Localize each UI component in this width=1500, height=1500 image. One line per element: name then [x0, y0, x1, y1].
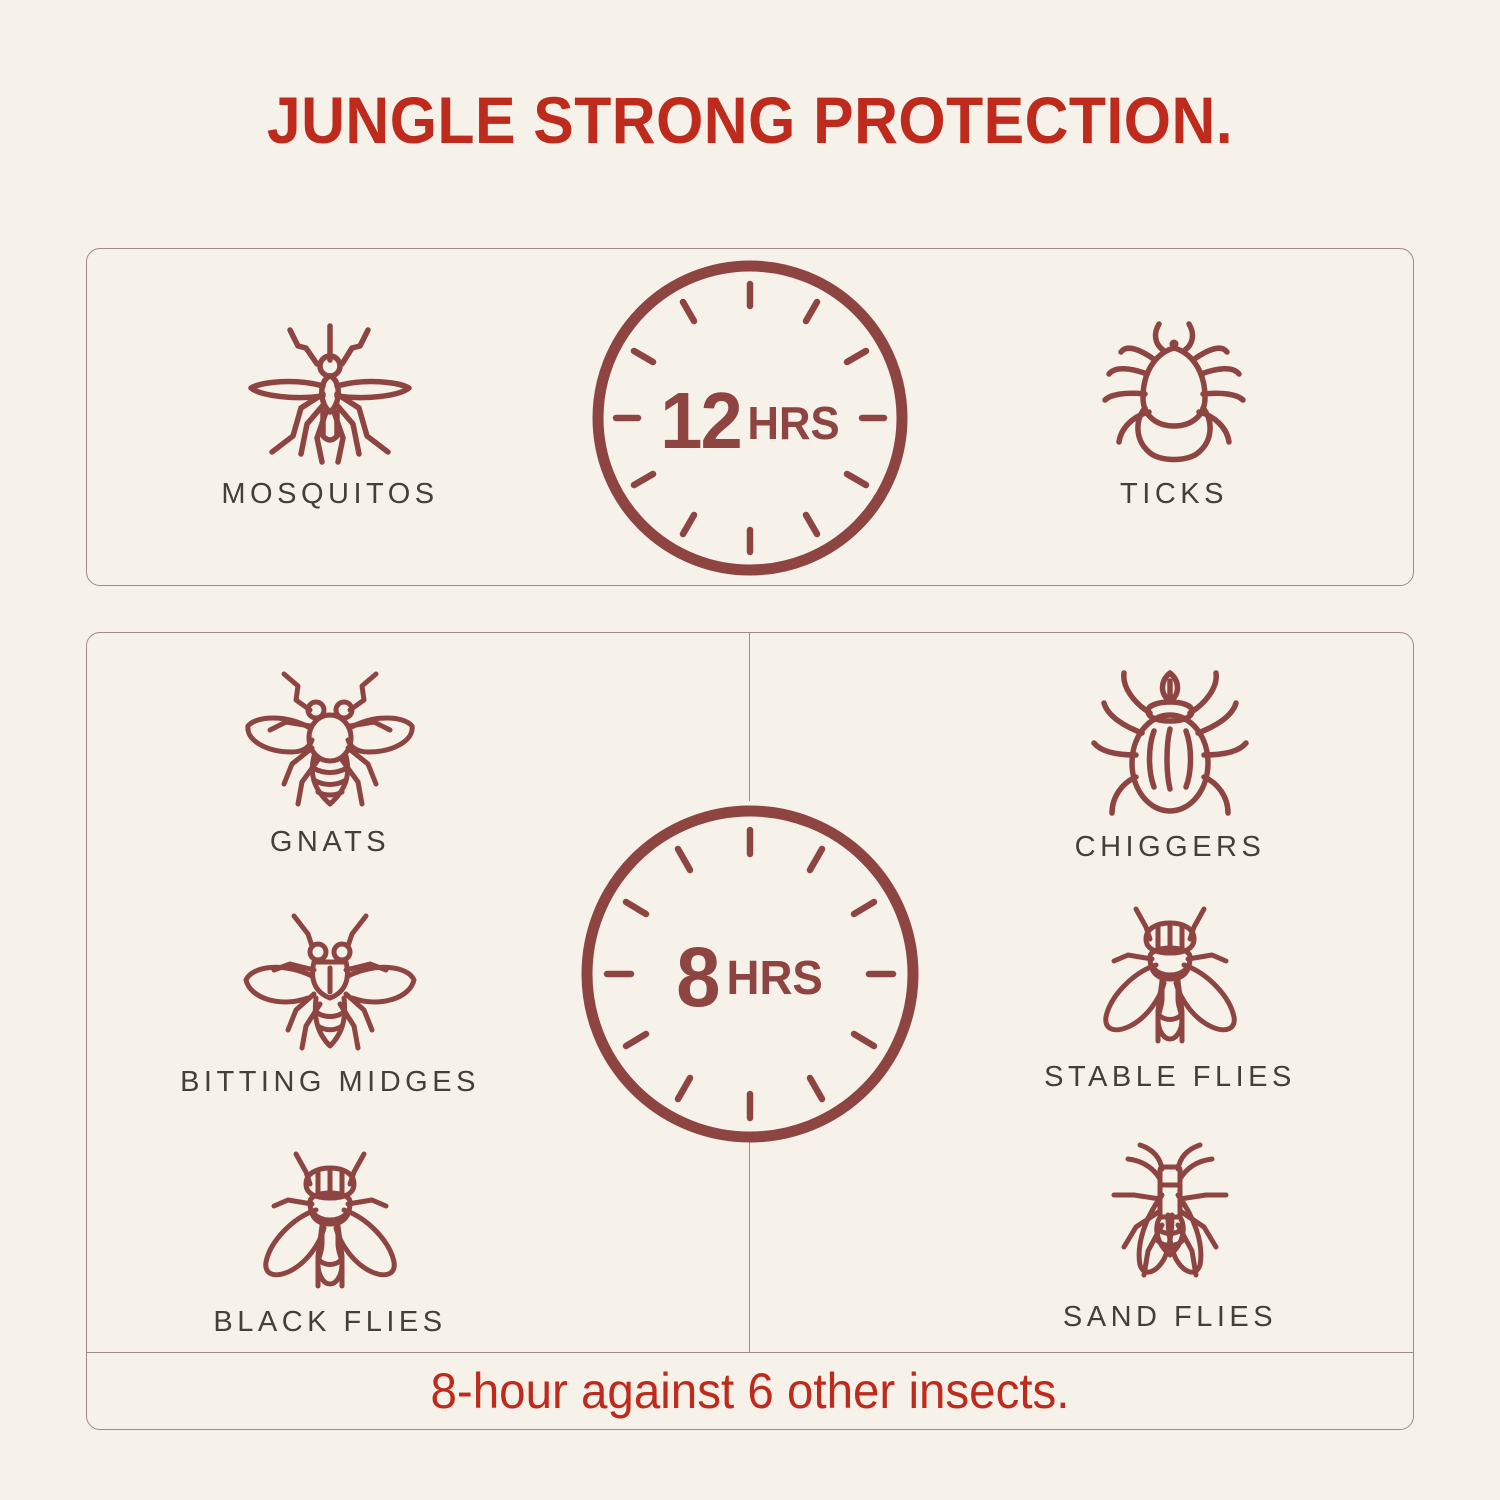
midge-icon [243, 913, 417, 1051]
insect-label-chiggers: CHIGGERS [1074, 831, 1266, 863]
insect-label-sand-flies: SAND FLIES [1062, 1301, 1278, 1333]
chigger-icon [1091, 670, 1249, 816]
insect-cell-mosquitos: MOSQUITOS [180, 312, 480, 511]
insect-cell-bitting-midges: BITTING MIDGES [180, 900, 480, 1099]
footer-caption: 8-hour against 6 other insects. [430, 1363, 1070, 1419]
insect-cell-sand-flies: SAND FLIES [1020, 1135, 1320, 1334]
tick-icon [1102, 321, 1246, 463]
clock-12-hours: 12 HRS [578, 254, 922, 587]
clock-8-hours: 8 HRS [566, 798, 934, 1155]
mosquito-icon [248, 323, 412, 465]
insect-cell-gnats: GNATS [180, 660, 480, 859]
page-title: JUNGLE STRONG PROTECTION. [266, 83, 1234, 157]
insect-label-ticks: TICKS [1120, 478, 1228, 510]
insect-cell-ticks: TICKS [1024, 312, 1324, 511]
panel-12-hours [86, 248, 1414, 586]
insect-label-stable-flies: STABLE FLIES [1044, 1061, 1296, 1093]
fly-icon [1103, 906, 1237, 1044]
panel-8-hours [86, 632, 1414, 1430]
sandfly-icon [1111, 1142, 1229, 1278]
fly-icon [263, 1151, 397, 1289]
insect-cell-black-flies: BLACK FLIES [180, 1140, 480, 1339]
insect-cell-stable-flies: STABLE FLIES [1020, 895, 1320, 1094]
insect-label-mosquitos: MOSQUITOS [221, 478, 439, 510]
insect-cell-chiggers: CHIGGERS [1020, 655, 1320, 864]
insect-label-gnats: GNATS [269, 826, 391, 858]
panel-divider-vertical-lower [749, 1137, 750, 1353]
panel-divider-vertical-upper [749, 633, 750, 801]
insect-label-bitting-midges: BITTING MIDGES [180, 1066, 480, 1098]
insect-label-black-flies: BLACK FLIES [213, 1306, 447, 1338]
gnat-icon [245, 671, 415, 807]
panel-divider-horizontal [87, 1352, 1413, 1353]
